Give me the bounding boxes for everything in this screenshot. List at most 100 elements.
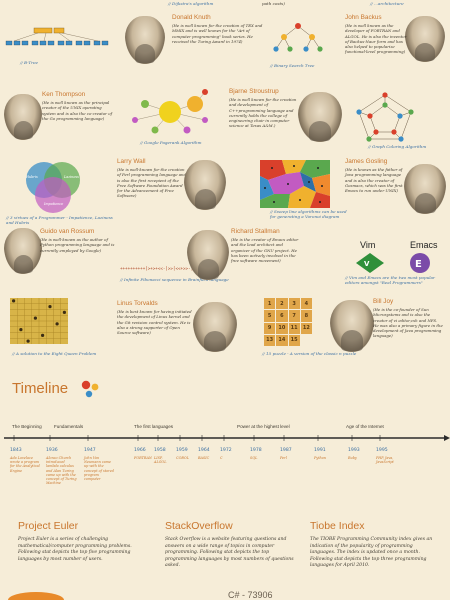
- stackoverflow-title: StackOverflow: [165, 520, 233, 532]
- van-rossum-bio: (He is well-known as the author of Pytho…: [40, 237, 115, 253]
- editors-caption: // Vim and Emacs are the two most popula…: [345, 275, 435, 286]
- top-caption-b: path costs): [262, 1, 285, 6]
- puzzle-tile: 14: [276, 334, 288, 346]
- timeline-year: 1987: [280, 448, 292, 453]
- stroustrup-name: Bjarne Stroustrup: [229, 88, 279, 95]
- joy-name: Bill Joy: [373, 298, 394, 305]
- timeline-year: 1993: [348, 448, 360, 453]
- gosling-name: James Gosling: [345, 158, 388, 165]
- timeline-year: 1843: [10, 448, 22, 453]
- timeline-year: 1972: [220, 448, 232, 453]
- timeline-event: Ada Lovelace wrote a program for the Ana…: [10, 456, 40, 473]
- three-virtues-venn: [26, 162, 80, 213]
- timeline-event: Ruby: [348, 456, 357, 460]
- stallman-name: Richard Stallman: [231, 228, 280, 235]
- backus-bio: (He is well known as the developer of FO…: [345, 23, 407, 55]
- timeline-dots-icon: [81, 380, 99, 398]
- backus-name: John Backus: [345, 14, 382, 21]
- timeline-event: PHP, Java, JavaScript: [376, 456, 394, 465]
- project-euler-title: Project Euler: [18, 520, 79, 532]
- voronoi-diagram: [260, 160, 330, 208]
- project-euler-text: Project Euler is a series of challenging…: [18, 537, 132, 562]
- timeline-event: C: [220, 456, 223, 460]
- emacs-label: Emacs: [410, 240, 438, 250]
- brainfuck-code-strip: ++++++++++[>+>+<<-]>>[<<+>>-]<<<.>.>++: [120, 266, 216, 271]
- timeline-event: COBOL: [176, 456, 189, 460]
- joy-portrait: [330, 300, 374, 352]
- timeline-era: Fundamentals: [54, 424, 84, 429]
- wall-portrait: [184, 160, 226, 210]
- van-rossum-name: Guido van Rossum: [40, 228, 95, 235]
- svg-text:++++++++++[>+>+<<-]>>[<<+>>-]<: ++++++++++[>+>+<<-]>>[<<+>>-]<<<.>.>++: [120, 266, 216, 271]
- btree-diagram: [5, 27, 109, 46]
- puzzle-tile: 9: [264, 322, 276, 334]
- timeline-year: 1978: [250, 448, 262, 453]
- timeline-axis: [4, 435, 450, 441]
- timeline-year: 1936: [46, 448, 58, 453]
- stackoverflow-stat: C# - 73906: [228, 590, 273, 600]
- vim-label: Vim: [360, 240, 376, 250]
- van-rossum-portrait: [4, 228, 42, 274]
- stallman-portrait: [187, 230, 229, 280]
- timeline-event: BASIC: [198, 456, 210, 460]
- puzzle-tile: 1: [264, 298, 276, 310]
- venn-label-laziness: Laziness: [64, 175, 79, 179]
- wall-bio: (He is well-known for the creation of Pe…: [117, 167, 187, 199]
- timeline-title: Timeline: [12, 380, 69, 397]
- puzzle-tile: 4: [300, 298, 312, 310]
- timeline-event: LISP, ALGOL: [154, 456, 167, 465]
- top-caption-a: // Dijkstra's algorithm: [168, 1, 214, 6]
- tiobe-title: Tiobe Index: [310, 520, 365, 532]
- timeline-year: 1966: [134, 448, 146, 453]
- puzzle-tile: 8: [300, 310, 312, 322]
- timeline-event: Alonzo Church introduced lambda calculus…: [46, 456, 77, 486]
- puzzle-tile: 12: [300, 322, 312, 334]
- torvalds-bio: (He is best known for having initiated t…: [117, 309, 192, 336]
- timeline-event: Perl: [280, 456, 287, 460]
- gosling-bio: (He is known as the father of Java progr…: [345, 167, 403, 194]
- graph-coloring-diagram: [356, 92, 414, 142]
- timeline-era: The Beginning: [12, 424, 42, 429]
- timeline-year: 1991: [314, 448, 326, 453]
- joy-bio: (He is the co-founder of Sun Microsystem…: [373, 307, 443, 339]
- stroustrup-bio: (He is well known for the creation and d…: [229, 97, 297, 129]
- timeline-year: 1995: [376, 448, 388, 453]
- gosling-portrait: [404, 164, 446, 214]
- timeline-event: SQL: [250, 456, 258, 460]
- puzzle-tile: 10: [276, 322, 288, 334]
- puzzle-tile: 7: [288, 310, 300, 322]
- top-caption-c: // ...architecture: [370, 1, 404, 6]
- pagerank-diagram: [132, 89, 208, 134]
- venn-label-hubris: Hubris: [26, 175, 38, 179]
- timeline-year: 1959: [176, 448, 188, 453]
- euler-chart-hint: [8, 592, 64, 600]
- puzzle-empty-slot: [301, 335, 312, 346]
- wall-name: Larry Wall: [117, 158, 146, 165]
- eight-queens-board: [10, 298, 68, 344]
- timeline-event: FORTRAN: [134, 456, 152, 460]
- torvalds-portrait: [193, 302, 237, 352]
- btree-caption: // B-Tree: [20, 60, 38, 65]
- timeline-era: The first languages: [134, 424, 174, 429]
- fifteen-puzzle-caption: // 15 puzzle - A version of the classic …: [262, 351, 357, 356]
- timeline-era: Power at the highest level: [237, 424, 290, 429]
- knuth-portrait: [125, 16, 165, 64]
- backus-portrait: [405, 16, 445, 62]
- pagerank-caption: // Google Pagerank Algorithm: [140, 140, 202, 145]
- timeline-year: 1964: [198, 448, 210, 453]
- thompson-bio: (He is well known as the principal creat…: [42, 100, 113, 121]
- timeline-year: 1947: [84, 448, 96, 453]
- knuth-bio: (He is well known for the creation of TE…: [172, 23, 263, 44]
- puzzle-tile: 2: [276, 298, 288, 310]
- puzzle-tile: 5: [264, 310, 276, 322]
- tiobe-text: The TIOBE Programming Community index gi…: [310, 537, 433, 569]
- three-virtues-caption: // 3 virtues of a Programmer - Impatienc…: [6, 215, 113, 226]
- vim-logo-icon: V: [356, 253, 384, 273]
- venn-label-impatience: Impatience: [44, 202, 64, 206]
- emacs-logo-icon: E: [410, 253, 430, 273]
- graph-coloring-caption: // Graph Coloring Algorithm: [368, 144, 427, 149]
- voronoi-caption: // Sweep line algorithms can be used for…: [270, 209, 347, 220]
- brainfuck-caption: // Infinite Fibonacci sequence in Brainf…: [120, 277, 229, 282]
- bst-diagram: [273, 23, 323, 52]
- puzzle-tile: 13: [264, 334, 276, 346]
